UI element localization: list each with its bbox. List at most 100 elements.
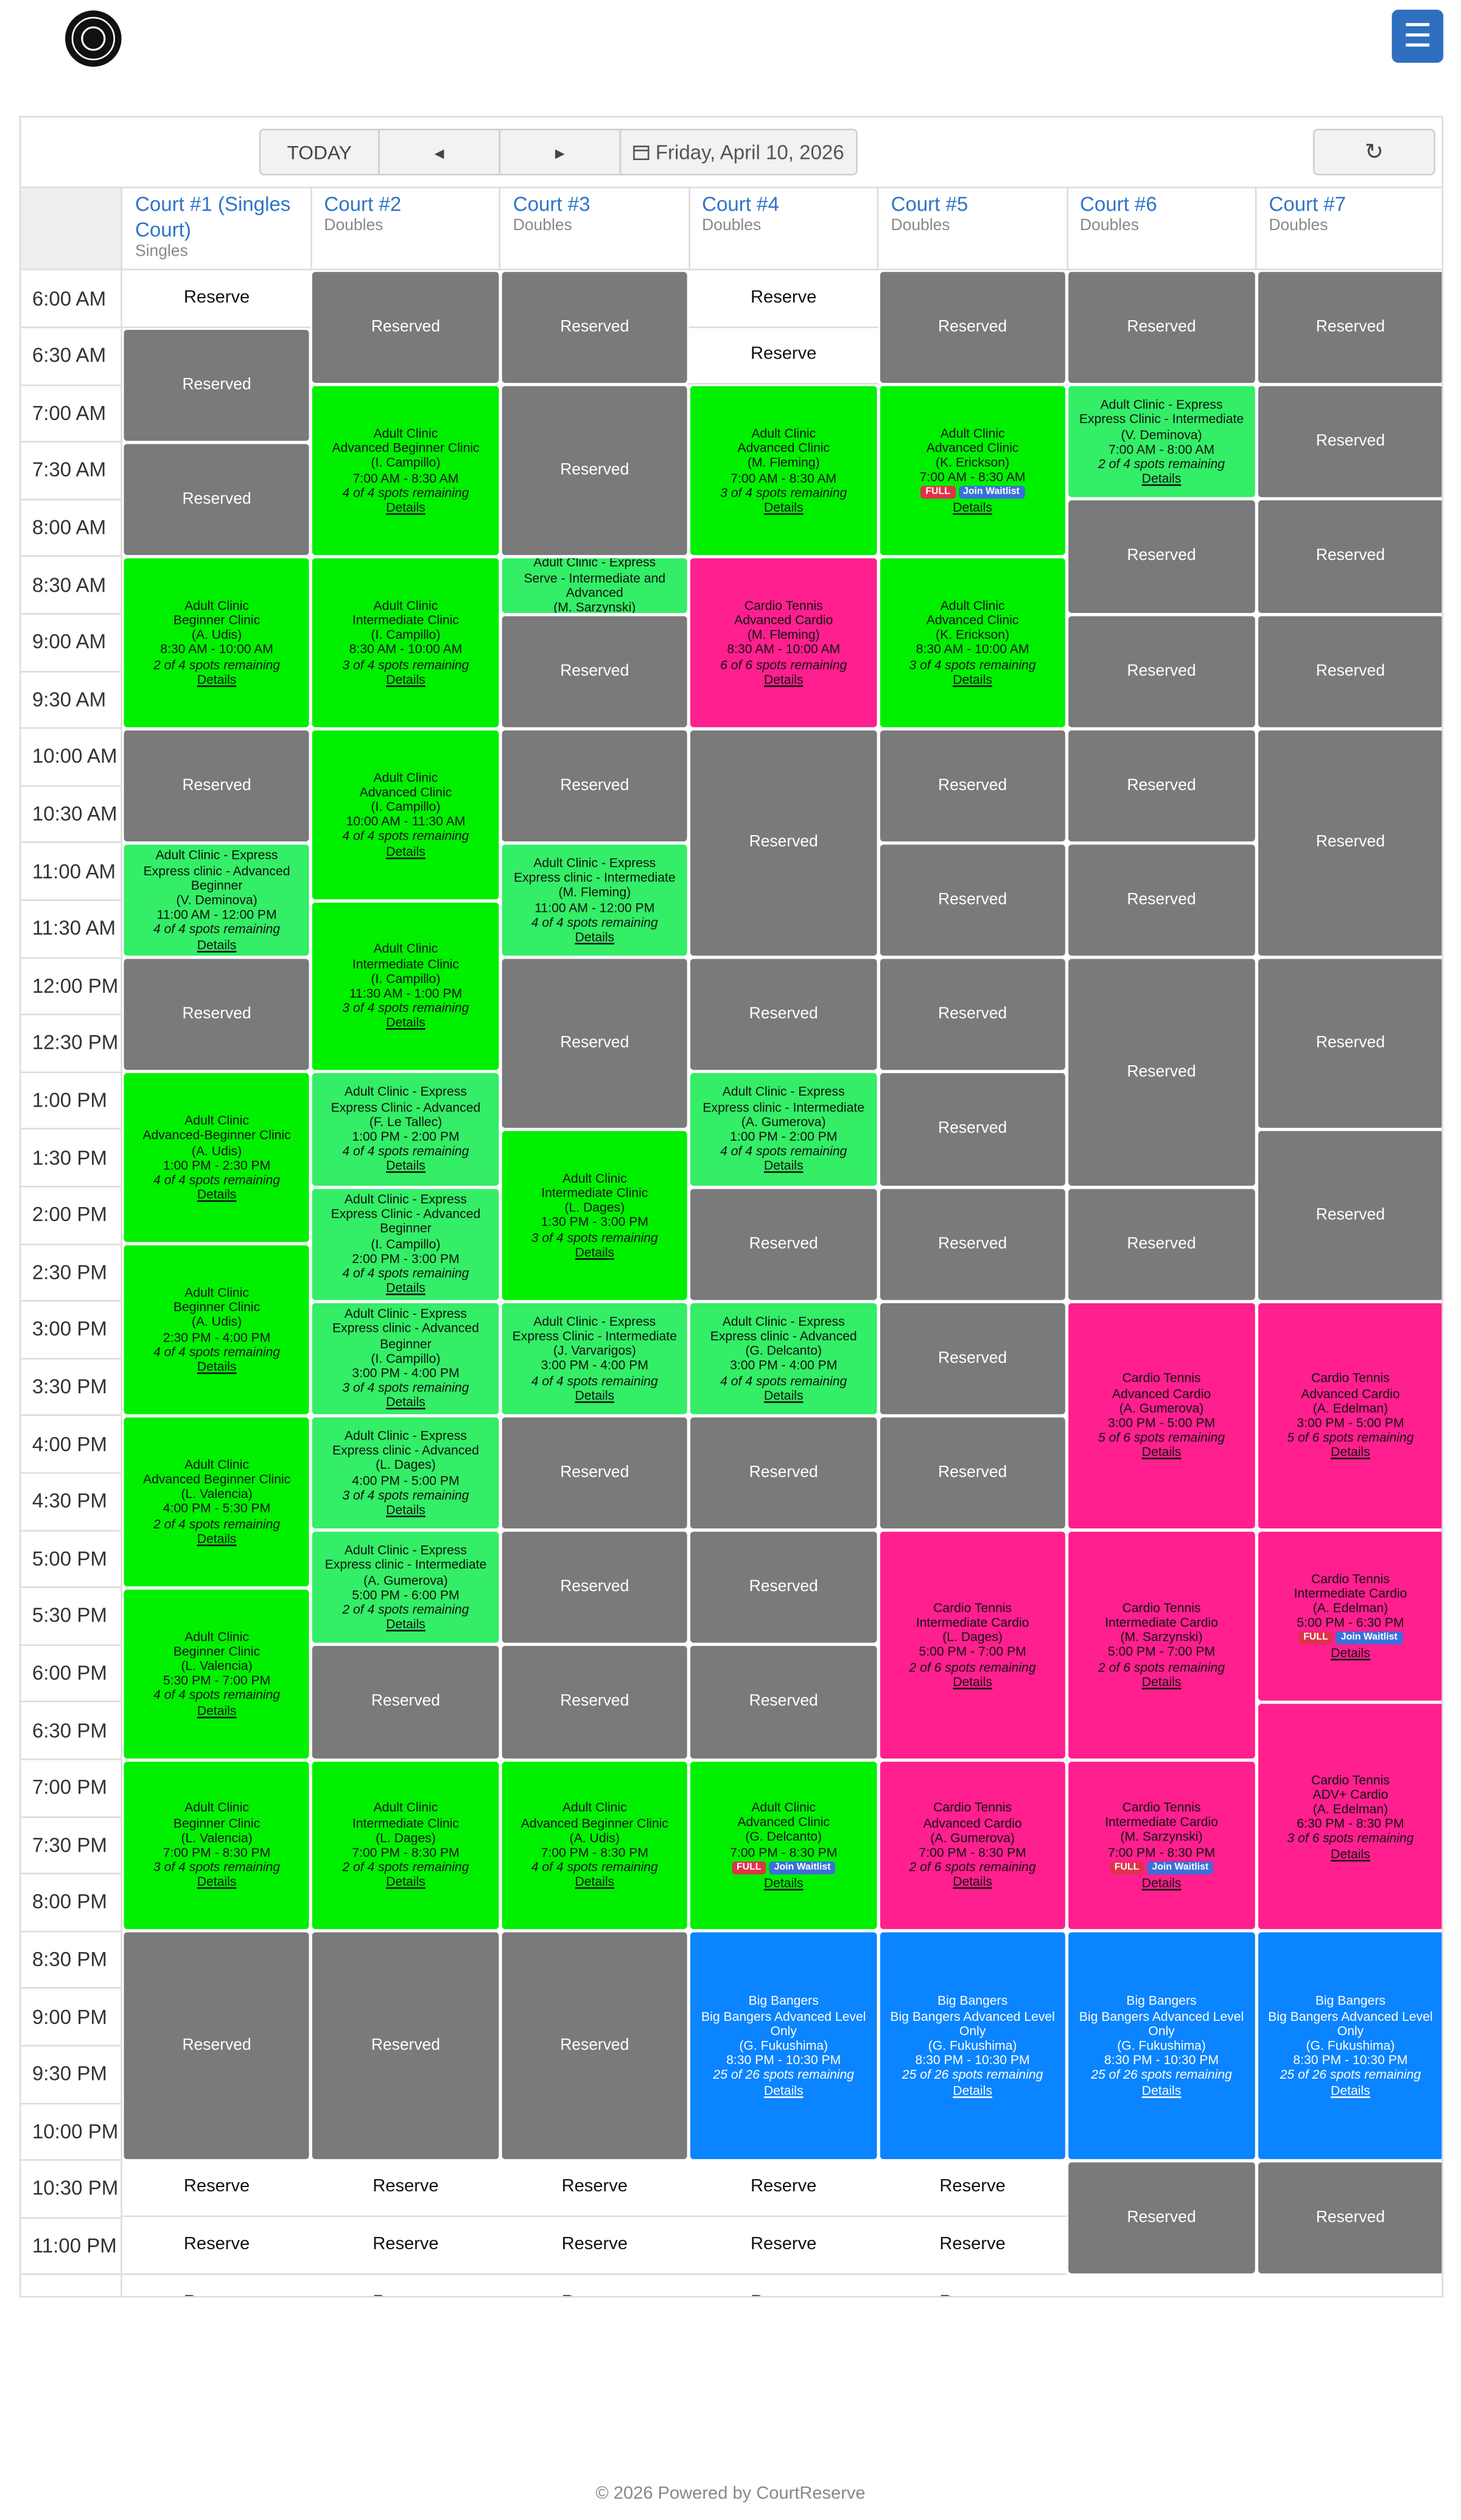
court-name[interactable]: Court #5 [891,193,969,216]
details-link[interactable]: Details [575,1388,615,1403]
today-button[interactable]: TODAY [259,128,380,176]
details-link[interactable]: Details [763,672,804,687]
event-block[interactable]: Cardio Tennis Advanced Cardio (M. Fleming)… [689,556,878,729]
event-block[interactable]: Adult Clinic - Express Express clinic - I… [311,1530,500,1645]
event-block[interactable]: Adult Clinic Advanced Clinic (G. Delcanto)… [689,1759,878,1931]
details-link[interactable]: Details [197,1359,237,1374]
details-link[interactable]: Details [386,672,426,687]
menu-button[interactable]: ☰ [1392,9,1443,63]
reserve-slot[interactable]: Reserve [311,2160,500,2218]
event-block[interactable]: Adult Clinic Advanced Clinic (I. Campillo)… [311,728,500,901]
event-block[interactable]: Adult Clinic Advanced Beginner Clinic (A. … [500,1759,689,1931]
event-block[interactable]: Big Bangers Big Bangers Advanced Level On… [689,1931,878,2161]
reserve-slot[interactable]: Reserve [878,2160,1067,2218]
event-block[interactable]: Adult Clinic Advanced Clinic (M. Fleming) 7… [689,385,878,557]
details-link[interactable]: Details [763,1159,804,1174]
event-block[interactable]: Adult Clinic - Express Express clinic - I… [689,1072,878,1187]
event-block[interactable]: Adult Clinic Advanced Clinic (K. Erickson)… [878,385,1067,557]
details-link[interactable]: Details [763,1875,804,1891]
reserve-slot[interactable]: Reserve [689,270,878,328]
event-block[interactable]: Adult Clinic Advanced Beginner Clinic (I. … [311,385,500,557]
date-picker[interactable]: Friday, April 10, 2026 [619,128,858,176]
reserve-slot[interactable]: Reserve [122,270,312,328]
event-block[interactable]: Big Bangers Big Bangers Advanced Level On… [1067,1931,1256,2161]
event-block[interactable]: Adult Clinic - Express Express clinic - A… [689,1301,878,1416]
reserve-slot[interactable]: Reserve [122,2275,312,2296]
details-link[interactable]: Details [575,929,615,945]
reserve-slot[interactable]: Reserve [311,2217,500,2275]
event-block[interactable]: Adult Clinic Advanced-Beginner Clinic (A. … [122,1072,312,1244]
details-link[interactable]: Details [386,1502,426,1517]
details-link[interactable]: Details [575,1875,615,1890]
details-link[interactable]: Details [953,1674,992,1689]
event-block[interactable]: Adult Clinic - Express Express clinic - A… [122,843,312,958]
waitlist-button[interactable]: Join Waitlist [958,486,1025,500]
event-block[interactable]: Cardio Tennis ADV+ Cardio (A. Edelman) 6:30… [1256,1702,1442,1931]
event-block[interactable]: Adult Clinic Intermediate Clinic (L. Dages… [311,1759,500,1931]
reserve-slot[interactable]: Reserve [689,2275,878,2296]
next-button[interactable]: ▸ [499,128,622,176]
details-link[interactable]: Details [763,2082,804,2098]
event-block[interactable]: Adult Clinic Beginner Clinic (A. Udis) 2:30… [122,1244,312,1416]
event-block[interactable]: Adult Clinic - Express Serve - Intermedia… [500,556,689,614]
details-link[interactable]: Details [953,501,992,516]
event-block[interactable]: Adult Clinic - Express Express Clinic - I… [500,1301,689,1416]
details-link[interactable]: Details [197,1188,237,1202]
event-block[interactable]: Big Bangers Big Bangers Advanced Level On… [1256,1931,1442,2161]
event-block[interactable]: Adult Clinic Advanced Clinic (K. Erickson)… [878,556,1067,729]
court-name[interactable]: Court #3 [513,193,590,216]
waitlist-button[interactable]: Join Waitlist [1147,1861,1214,1874]
details-link[interactable]: Details [953,1875,992,1890]
details-link[interactable]: Details [953,2082,992,2098]
court-name[interactable]: Court #6 [1079,193,1157,216]
event-block[interactable]: Adult Clinic Advanced Beginner Clinic (L. … [122,1416,312,1588]
details-link[interactable]: Details [1331,2082,1370,2098]
details-link[interactable]: Details [1141,1875,1182,1891]
event-block[interactable]: Adult Clinic Intermediate Clinic (I. Campi… [311,900,500,1073]
reserve-slot[interactable]: Reserve [689,327,878,385]
details-link[interactable]: Details [1331,1445,1370,1460]
event-block[interactable]: Adult Clinic Beginner Clinic (L. Valencia)… [122,1587,312,1760]
waitlist-button[interactable]: Join Waitlist [1336,1632,1403,1645]
event-block[interactable]: Cardio Tennis Advanced Cardio (A. Edelman)… [1256,1301,1442,1531]
reserve-slot[interactable]: Reserve [689,2217,878,2275]
event-block[interactable]: Cardio Tennis Intermediate Cardio (A. Edel… [1256,1530,1442,1703]
details-link[interactable]: Details [1331,1647,1370,1661]
details-link[interactable]: Details [386,844,426,859]
reserve-slot[interactable]: Reserve [878,2275,1067,2296]
details-link[interactable]: Details [197,672,237,687]
details-link[interactable]: Details [386,1395,426,1410]
details-link[interactable]: Details [386,1281,426,1296]
details-link[interactable]: Details [386,500,426,515]
event-block[interactable]: Adult Clinic - Express Express Clinic - I… [1067,385,1256,500]
details-link[interactable]: Details [953,672,992,687]
details-link[interactable]: Details [1331,1846,1370,1861]
event-block[interactable]: Big Bangers Big Bangers Advanced Level On… [878,1931,1067,2161]
details-link[interactable]: Details [197,1531,237,1546]
event-block[interactable]: Cardio Tennis Advanced Cardio (A. Gumerova… [878,1759,1067,1931]
details-link[interactable]: Details [386,1617,426,1632]
details-link[interactable]: Details [386,1875,426,1890]
event-block[interactable]: Adult Clinic Beginner Clinic (L. Valencia)… [122,1759,312,1931]
reserve-slot[interactable]: Reserve [122,2160,312,2218]
details-link[interactable]: Details [197,1703,237,1718]
refresh-button[interactable]: ↻ [1312,128,1435,176]
reserve-slot[interactable]: Reserve [878,2217,1067,2275]
event-block[interactable]: Adult Clinic - Express Express Clinic - A… [311,1072,500,1187]
event-block[interactable]: Cardio Tennis Intermediate Cardio (L. Dage… [878,1530,1067,1760]
waitlist-button[interactable]: Join Waitlist [769,1861,836,1874]
reserve-slot[interactable]: Reserve [500,2275,689,2296]
event-block[interactable]: Adult Clinic Intermediate Clinic (I. Campi… [311,556,500,729]
details-link[interactable]: Details [386,1159,426,1174]
reserve-slot[interactable]: Reserve [500,2160,689,2218]
reserve-slot[interactable]: Reserve [689,2160,878,2218]
details-link[interactable]: Details [763,1388,804,1403]
event-block[interactable]: Cardio Tennis Intermediate Cardio (M. Sarz… [1067,1530,1256,1760]
details-link[interactable]: Details [1141,1674,1182,1689]
details-link[interactable]: Details [1141,471,1182,486]
prev-button[interactable]: ◂ [378,128,501,176]
details-link[interactable]: Details [386,1015,426,1031]
details-link[interactable]: Details [197,937,237,952]
reserve-slot[interactable]: Reserve [311,2275,500,2296]
details-link[interactable]: Details [1141,2082,1182,2098]
